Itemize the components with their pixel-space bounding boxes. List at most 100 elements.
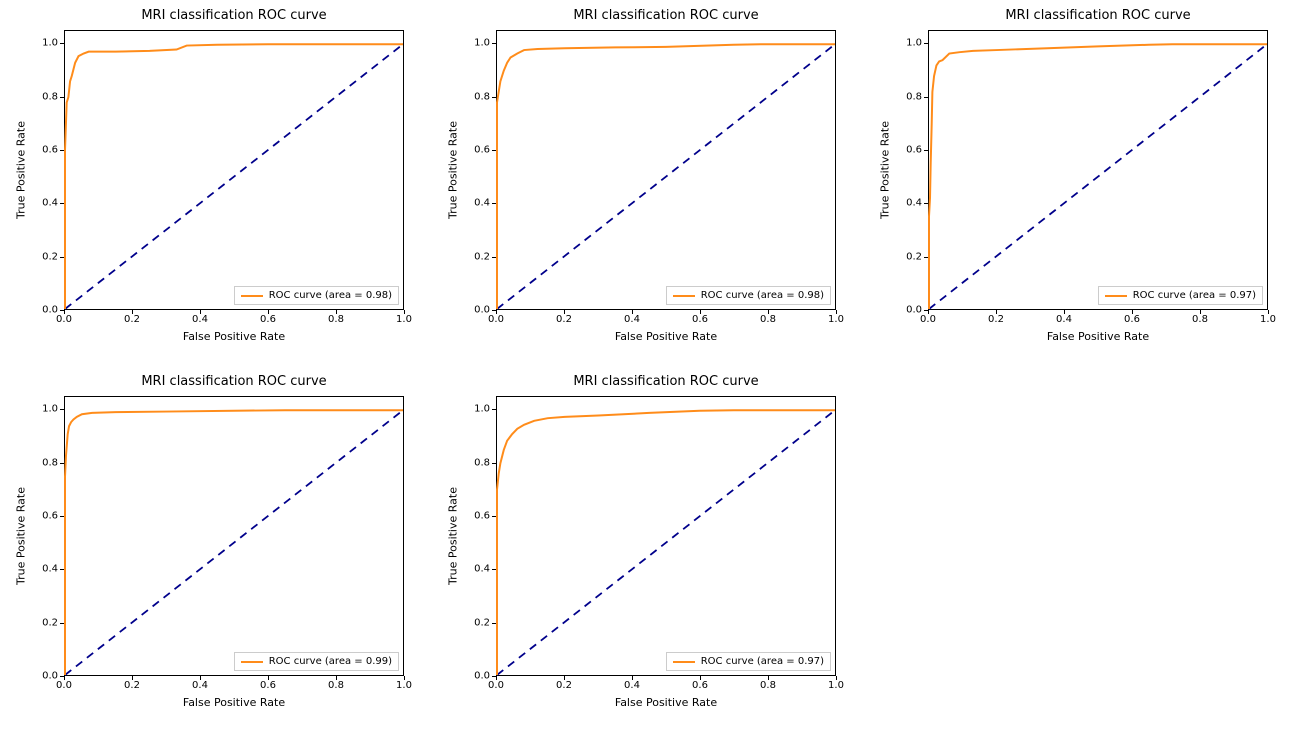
y-tick-label: 0.2 xyxy=(42,617,58,628)
y-tick-mark xyxy=(60,310,64,311)
y-tick-mark xyxy=(492,310,496,311)
x-tick-label: 0.2 xyxy=(556,680,572,691)
x-tick-label: 0.8 xyxy=(760,314,776,325)
x-tick-label: 0.6 xyxy=(692,314,708,325)
y-tick-mark xyxy=(492,257,496,258)
x-tick-label: 0.2 xyxy=(124,314,140,325)
y-axis-label-wrap: True Positive Rate xyxy=(446,30,460,310)
reference-diagonal xyxy=(497,410,835,675)
legend: ROC curve (area = 0.99) xyxy=(234,652,399,671)
y-axis-label: True Positive Rate xyxy=(447,487,460,585)
y-tick-mark xyxy=(60,97,64,98)
y-tick-mark xyxy=(60,257,64,258)
roc-grid: MRI classification ROC curve ROC curve (a… xyxy=(0,0,1296,732)
legend-swatch xyxy=(241,661,263,663)
y-tick-label: 0.4 xyxy=(906,198,922,209)
roc-svg xyxy=(497,31,835,309)
legend: ROC curve (area = 0.97) xyxy=(666,652,831,671)
subplot-cell: MRI classification ROC curve ROC curve (a… xyxy=(432,0,864,366)
legend-swatch xyxy=(241,295,263,297)
y-tick-mark xyxy=(60,516,64,517)
y-tick-mark xyxy=(492,676,496,677)
chart-title: MRI classification ROC curve xyxy=(496,8,836,23)
y-tick-mark xyxy=(60,203,64,204)
legend-label: ROC curve (area = 0.97) xyxy=(701,656,824,667)
x-tick-label: 1.0 xyxy=(396,680,412,691)
y-tick-label: 0.8 xyxy=(906,91,922,102)
subplot-cell: MRI classification ROC curveROC curve (a… xyxy=(0,366,432,732)
y-tick-label: 0.2 xyxy=(474,617,490,628)
y-tick-mark xyxy=(924,97,928,98)
y-tick-mark xyxy=(60,43,64,44)
y-tick-mark xyxy=(492,97,496,98)
y-tick-mark xyxy=(492,43,496,44)
y-tick-label: 0.0 xyxy=(474,305,490,316)
x-tick-label: 0.6 xyxy=(1124,314,1140,325)
y-tick-mark xyxy=(924,203,928,204)
y-tick-label: 0.6 xyxy=(42,511,58,522)
legend-swatch xyxy=(673,661,695,663)
y-tick-label: 0.8 xyxy=(474,457,490,468)
y-tick-mark xyxy=(492,623,496,624)
y-tick-mark xyxy=(492,463,496,464)
y-axis-label: True Positive Rate xyxy=(879,121,892,219)
y-tick-mark xyxy=(492,150,496,151)
y-tick-mark xyxy=(492,409,496,410)
y-tick-label: 1.0 xyxy=(474,404,490,415)
reference-diagonal xyxy=(65,410,403,675)
y-axis-label-wrap: True Positive Rate xyxy=(446,396,460,676)
y-tick-mark xyxy=(492,516,496,517)
x-tick-label: 0.4 xyxy=(1056,314,1072,325)
x-axis-label: False Positive Rate xyxy=(928,330,1268,343)
chart-title: MRI classification ROC curve xyxy=(928,8,1268,23)
y-tick-label: 1.0 xyxy=(42,404,58,415)
reference-diagonal xyxy=(929,44,1267,309)
roc-svg xyxy=(65,397,403,675)
x-tick-label: 0.6 xyxy=(692,680,708,691)
y-tick-label: 0.2 xyxy=(474,251,490,262)
x-tick-label: 1.0 xyxy=(828,680,844,691)
y-tick-label: 0.6 xyxy=(474,145,490,156)
y-tick-mark xyxy=(924,257,928,258)
x-tick-label: 0.8 xyxy=(760,680,776,691)
subplot-cell: MRI classification ROC curve ROC curve (a… xyxy=(432,366,864,732)
y-tick-label: 0.4 xyxy=(474,564,490,575)
y-tick-mark xyxy=(60,150,64,151)
reference-diagonal xyxy=(497,44,835,309)
y-axis-label: True Positive Rate xyxy=(15,121,28,219)
x-tick-label: 0.2 xyxy=(556,314,572,325)
x-tick-label: 1.0 xyxy=(828,314,844,325)
x-axis-label: False Positive Rate xyxy=(496,330,836,343)
y-tick-mark xyxy=(924,150,928,151)
legend: ROC curve (area = 0.98) xyxy=(234,286,399,305)
y-tick-mark xyxy=(60,623,64,624)
y-tick-mark xyxy=(60,569,64,570)
x-tick-label: 0.2 xyxy=(124,680,140,691)
y-tick-mark xyxy=(60,463,64,464)
plot-area: ROC curve (area = 0.97) xyxy=(928,30,1268,310)
y-tick-mark xyxy=(924,310,928,311)
x-tick-label: 0.4 xyxy=(192,680,208,691)
x-tick-label: 0.4 xyxy=(624,314,640,325)
subplot-cell: MRI classification ROC curve ROC curve (a… xyxy=(864,0,1296,366)
x-axis-label: False Positive Rate xyxy=(64,330,404,343)
y-tick-label: 1.0 xyxy=(474,38,490,49)
y-axis-label: True Positive Rate xyxy=(15,487,28,585)
chart-title: MRI classification ROC curve xyxy=(496,374,836,389)
y-tick-mark xyxy=(60,676,64,677)
plot-area: ROC curve (area = 0.98) xyxy=(496,30,836,310)
y-tick-label: 0.2 xyxy=(906,251,922,262)
x-tick-label: 0.0 xyxy=(56,680,72,691)
roc-svg xyxy=(929,31,1267,309)
x-tick-label: 1.0 xyxy=(396,314,412,325)
legend-swatch xyxy=(1105,295,1127,297)
plot-area: ROC curve (area = 0.99) xyxy=(64,396,404,676)
y-tick-mark xyxy=(60,409,64,410)
y-tick-label: 0.0 xyxy=(474,671,490,682)
subplot-cell xyxy=(864,366,1296,732)
x-tick-label: 0.8 xyxy=(328,680,344,691)
y-tick-mark xyxy=(492,569,496,570)
y-tick-label: 0.4 xyxy=(42,198,58,209)
legend: ROC curve (area = 0.98) xyxy=(666,286,831,305)
roc-svg xyxy=(65,31,403,309)
